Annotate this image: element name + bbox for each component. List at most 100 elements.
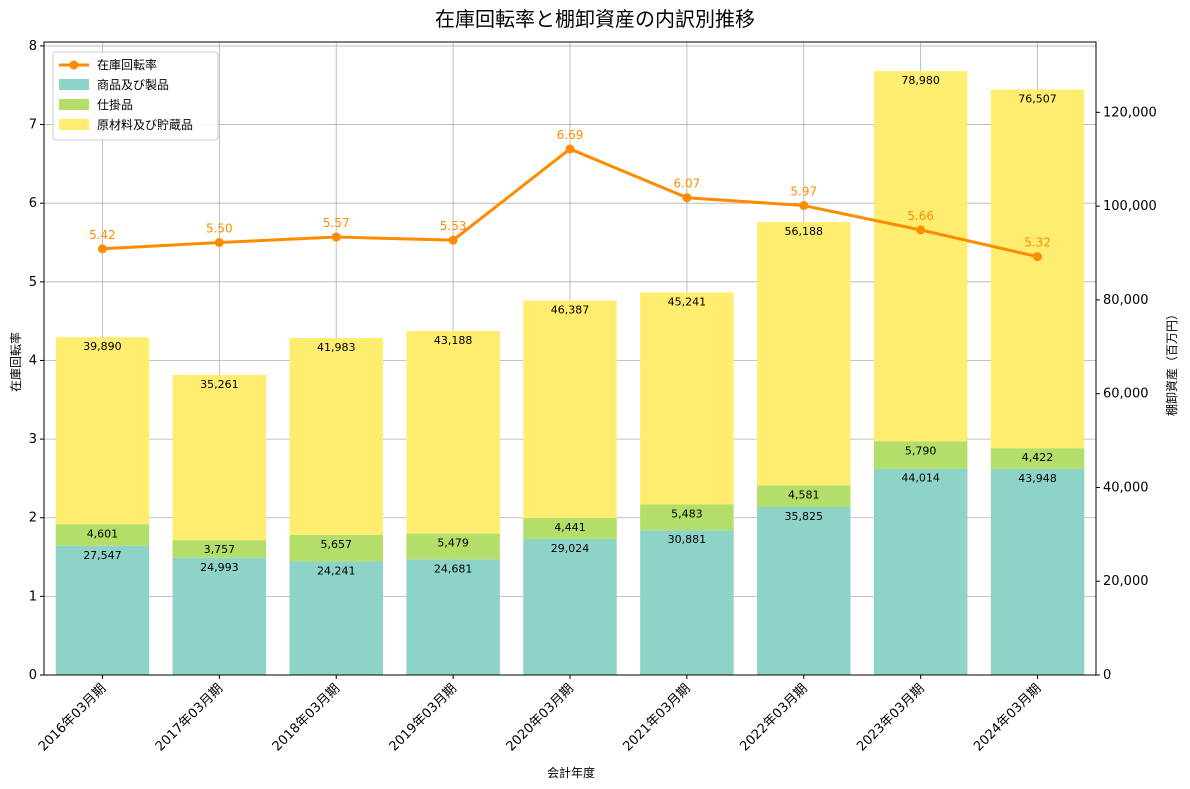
line-point: [799, 201, 809, 211]
bar-segment: [55, 545, 150, 675]
bar-segment: [640, 530, 734, 675]
y-right-tick-label: 100,000: [1103, 199, 1157, 214]
x-tick-label: 2024年03月期: [971, 681, 1044, 754]
line-series: 5.42 5.50 5.57 5.53 6.69 6.07 5.97 5.66 5.32: [89, 128, 1051, 262]
bar-segment: [757, 485, 851, 508]
bar-labels: 27,547 4,601 39,890 24,993 3,757 35,261 24,241…: [83, 74, 1057, 577]
bar-value-label: 35,825: [785, 510, 824, 523]
bar-value-label: 29,024: [551, 542, 590, 555]
y-left-tick-label: 4: [29, 353, 37, 368]
line-point: [916, 225, 926, 235]
bar-value-label: 43,188: [434, 334, 473, 347]
y-right-tick-label: 20,000: [1103, 574, 1149, 589]
bar-value-label: 5,657: [320, 538, 352, 551]
line-value-label: 5.57: [323, 216, 350, 230]
bar-value-label: 35,261: [200, 378, 239, 391]
bar-value-label: 5,483: [671, 507, 703, 520]
bar-value-label: 4,581: [788, 489, 820, 502]
bar-value-label: 43,948: [1018, 472, 1057, 485]
bar-segment: [640, 292, 734, 505]
bar-segment: [990, 468, 1085, 675]
bar-segment: [757, 507, 851, 675]
bar-value-label: 46,387: [551, 304, 590, 317]
x-tick-label: 2017年03月期: [153, 681, 226, 754]
bar-segment: [640, 504, 734, 531]
bar-value-label: 30,881: [668, 533, 707, 546]
x-tick-label: 2019年03月期: [387, 681, 460, 754]
bar-segment: [289, 534, 383, 562]
bar-segment: [523, 300, 617, 519]
line-value-label: 5.50: [206, 222, 233, 236]
bar-segment: [406, 331, 500, 534]
bar-segment: [172, 557, 267, 675]
bar-segment: [289, 561, 383, 675]
x-tick-label: 2018年03月期: [270, 681, 343, 754]
y-right-tick-label: 80,000: [1103, 293, 1149, 308]
y-right-tick-label: 60,000: [1103, 387, 1149, 402]
line-value-label: 5.32: [1024, 236, 1051, 250]
x-tick-label: 2021年03月期: [620, 681, 693, 754]
line-value-label: 5.97: [790, 185, 817, 199]
bar-segment: [990, 89, 1085, 449]
y-left-tick-label: 3: [29, 432, 37, 447]
bar-value-label: 4,441: [554, 521, 586, 534]
bar-value-label: 44,014: [901, 472, 940, 485]
y-left-tick-label: 1: [29, 589, 37, 604]
x-tick-label: 2016年03月期: [36, 681, 109, 754]
bar-segment: [172, 540, 267, 558]
legend-entry-label: 原材料及び貯蔵品: [97, 118, 193, 132]
line-point: [331, 232, 341, 242]
bar-segment: [523, 538, 617, 675]
legend-entry-label: 商品及び製品: [97, 77, 169, 92]
y-right-tick-label: 0: [1103, 668, 1111, 683]
bar-segment: [523, 518, 617, 539]
bar-segment: [289, 337, 383, 535]
y-left-tick-label: 8: [29, 39, 37, 54]
bar-segment: [873, 441, 968, 469]
y-right-tick-label: 40,000: [1103, 480, 1149, 495]
line-point: [214, 238, 224, 248]
bars: [55, 71, 1085, 675]
line-value-label: 5.66: [907, 209, 934, 223]
bar-segment: [406, 533, 500, 560]
bar-value-label: 4,601: [87, 527, 119, 540]
bar-value-label: 3,757: [204, 543, 236, 556]
line-point: [448, 235, 458, 245]
legend-swatch: [59, 119, 89, 130]
bar-value-label: 4,422: [1022, 451, 1054, 464]
line-point: [565, 144, 575, 154]
bar-segment: [990, 448, 1085, 469]
legend-entry-label: 仕掛品: [97, 97, 133, 112]
bar-value-label: 56,188: [785, 225, 824, 238]
legend-swatch: [59, 99, 89, 110]
bar-segment: [55, 337, 150, 525]
line-value-label: 6.69: [557, 128, 584, 142]
y-left-tick-label: 0: [29, 668, 37, 683]
y-right-tick-label: 120,000: [1103, 105, 1157, 120]
line-point: [1033, 252, 1043, 262]
bar-value-label: 5,790: [905, 444, 937, 457]
bar-value-label: 24,681: [434, 562, 473, 575]
bar-segment: [172, 374, 267, 541]
bar-segment: [873, 468, 968, 675]
bar-segment: [406, 559, 500, 675]
y-left-tick-label: 2: [29, 511, 37, 526]
y-left-tick-label: 7: [29, 118, 37, 133]
x-tick-label: 2022年03月期: [737, 681, 810, 754]
bar-value-label: 24,241: [317, 564, 356, 577]
legend-box: [52, 51, 219, 141]
legend-line-marker: [69, 60, 79, 70]
bar-segment: [873, 71, 968, 442]
line-value-label: 6.07: [674, 177, 701, 191]
x-axis-label: 会計年度: [547, 765, 595, 780]
bar-value-label: 78,980: [901, 74, 940, 87]
legend-swatch: [59, 79, 89, 90]
legend-entry-label: 在庫回転率: [97, 57, 157, 72]
y-axis-left-label: 在庫回転率: [8, 332, 23, 392]
y-axis-right-label: 棚卸資産（百万円）: [1164, 308, 1179, 416]
line-point: [682, 193, 692, 203]
bar-value-label: 24,993: [200, 561, 239, 574]
x-tick-label: 2023年03月期: [854, 681, 927, 754]
